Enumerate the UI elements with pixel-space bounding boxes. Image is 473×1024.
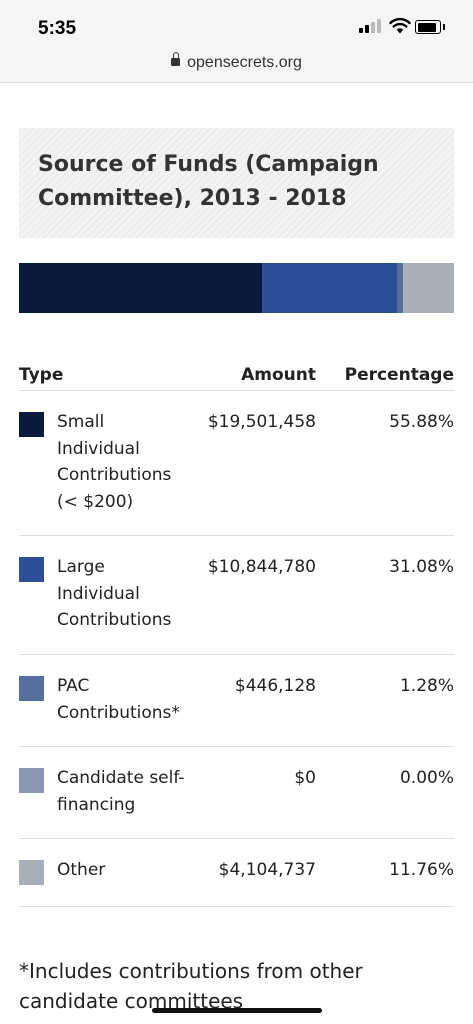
table-row-pac: PAC Contributions* $446,128 1.28%: [19, 655, 454, 747]
bar-segment-1: [262, 263, 398, 313]
color-swatch: [19, 412, 44, 437]
bar-segment-4: [402, 263, 454, 313]
home-indicator[interactable]: [152, 1008, 322, 1013]
row-amount: $19,501,458: [207, 412, 316, 432]
cellular-signal-icon: [359, 19, 381, 35]
row-percentage: 55.88%: [389, 412, 454, 432]
battery-icon: [415, 20, 445, 34]
header-type: Type: [19, 365, 64, 385]
row-percentage: 0.00%: [399, 768, 454, 788]
table-header: Type Amount Percentage: [19, 362, 454, 391]
color-swatch: [19, 676, 44, 701]
row-amount: $10,844,780: [207, 557, 316, 577]
color-swatch: [19, 768, 44, 793]
header-amount: Amount: [241, 365, 316, 385]
row-amount: $0: [294, 768, 316, 788]
table-row-large-individual: Large Individual Contributions $10,844,7…: [19, 536, 454, 655]
table-row-self-financing: Candidate self-financing $0 0.00%: [19, 747, 454, 839]
section-title: Source of Funds (Campaign Committee), 20…: [38, 152, 379, 211]
browser-url-bar[interactable]: opensecrets.org: [0, 48, 473, 83]
status-time: 5:35: [38, 18, 77, 39]
row-type-label: Small Individual Contributions (< $200): [57, 412, 172, 512]
color-swatch: [19, 860, 44, 885]
table-row-other: Other $4,104,737 11.76%: [19, 839, 454, 907]
row-type-label: Other: [57, 860, 106, 880]
table-row-small-individual: Small Individual Contributions (< $200) …: [19, 391, 454, 536]
section-header: Source of Funds (Campaign Committee), 20…: [19, 128, 454, 238]
row-amount: $4,104,737: [218, 860, 316, 880]
row-percentage: 1.28%: [399, 676, 454, 696]
row-amount: $446,128: [234, 676, 316, 696]
color-swatch: [19, 557, 44, 582]
bar-segment-2: [397, 263, 403, 313]
wifi-icon: [389, 17, 411, 34]
funds-stacked-bar-chart: [19, 263, 454, 313]
row-type-label: Large Individual Contributions: [57, 557, 172, 630]
source-of-funds-table: Type Amount Percentage Small Individual …: [19, 362, 454, 907]
status-bar: 5:35: [0, 0, 473, 48]
url-text: opensecrets.org: [187, 54, 302, 71]
row-type-label: Candidate self-financing: [57, 768, 185, 815]
row-percentage: 31.08%: [389, 557, 454, 577]
bar-segment-0: [19, 263, 263, 313]
row-percentage: 11.76%: [389, 860, 454, 880]
lock-icon: [171, 52, 181, 66]
footnote: *Includes contributions from other candi…: [19, 959, 363, 1013]
header-percentage: Percentage: [344, 365, 454, 385]
row-type-label: PAC Contributions*: [57, 676, 180, 723]
